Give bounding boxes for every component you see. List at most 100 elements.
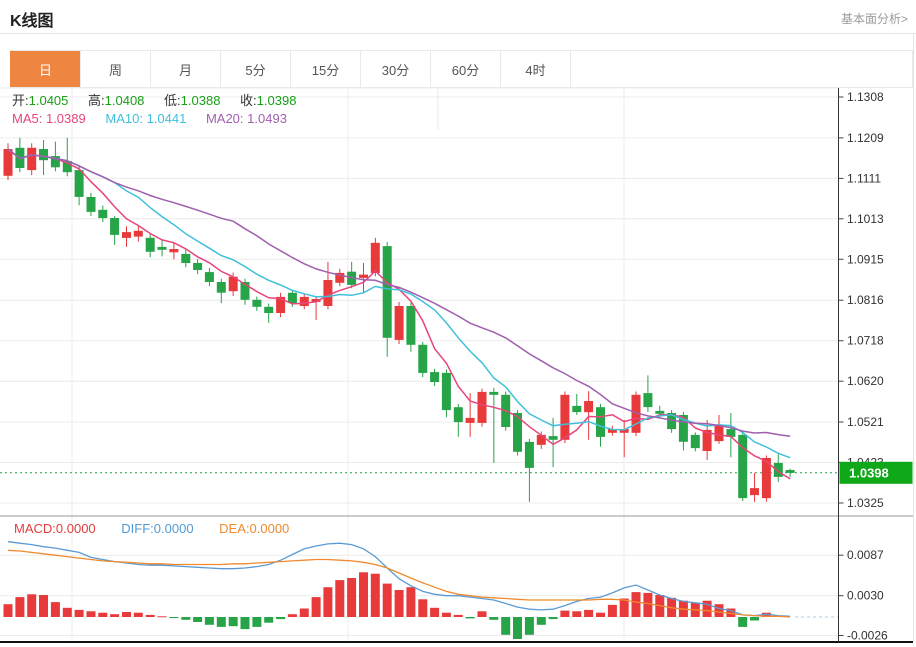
price-axis-label: 1.0718 — [847, 334, 884, 348]
candle-body — [560, 394, 570, 440]
macd-bar — [145, 614, 155, 617]
tab-4hour[interactable]: 4时 — [500, 51, 570, 87]
header: K线图 基本面分析> — [0, 0, 916, 34]
ma20-readout: MA20: 1.0493 — [205, 111, 287, 126]
macd-bar — [607, 604, 617, 617]
macd-axis-label: 0.0087 — [847, 548, 884, 562]
tab-5min[interactable]: 5分 — [220, 51, 290, 87]
macd-bar — [122, 612, 131, 617]
candle-body — [27, 147, 37, 171]
macd-bar — [27, 594, 37, 617]
macd-bar — [323, 587, 333, 617]
price-axis-label: 1.0816 — [847, 293, 884, 307]
low-readout: 低:1.0388 — [164, 93, 221, 108]
tab-30min[interactable]: 30分 — [360, 51, 430, 87]
candle-body — [311, 299, 321, 302]
price-axis-label: 1.1111 — [847, 171, 881, 185]
macd-bar — [370, 573, 380, 617]
macd-bar — [240, 617, 250, 630]
tab-15min[interactable]: 15分 — [290, 51, 360, 87]
candle-body — [430, 372, 440, 382]
candle-body — [477, 391, 487, 423]
macd-bar — [50, 602, 60, 617]
macd-bar — [643, 592, 653, 617]
macd-bar — [204, 617, 214, 625]
dea-value: DEA:0.0000 — [219, 521, 290, 536]
macd-bar — [619, 598, 629, 617]
candle-body — [276, 296, 286, 313]
price-axis-label: 1.0915 — [847, 252, 884, 266]
macd-readout: MACD:0.0000 DIFF:0.0000 DEA:0.0000 — [14, 521, 311, 536]
tab-week[interactable]: 周 — [80, 51, 150, 87]
macd-bar — [548, 617, 558, 620]
macd-bar — [702, 600, 712, 617]
macd-bar — [311, 597, 321, 617]
price-axis-label: 1.0325 — [847, 496, 884, 510]
macd-bar — [441, 612, 451, 617]
candle-body — [133, 230, 143, 237]
candle-body — [465, 417, 475, 423]
fundamental-analysis-link[interactable]: 基本面分析> — [840, 12, 908, 26]
candle-body — [204, 272, 214, 282]
macd-bar — [489, 617, 499, 620]
candle-body — [678, 415, 688, 442]
price-axis-label: 1.1308 — [847, 90, 884, 104]
macd-bar — [133, 612, 143, 617]
tab-month[interactable]: 月 — [150, 51, 220, 87]
candle-body — [607, 429, 617, 433]
candle-body — [264, 306, 274, 313]
macd-bar — [181, 617, 191, 620]
ma10-line — [7, 148, 791, 459]
ma5-readout: MA5: 1.0389 — [12, 111, 86, 126]
candle-body — [240, 282, 250, 300]
close-readout: 收:1.0398 — [240, 93, 297, 108]
tab-60min[interactable]: 60分 — [430, 51, 500, 87]
last-price-badge-label: 1.0398 — [849, 465, 889, 480]
macd-bar — [228, 617, 238, 627]
macd-bar — [15, 597, 25, 617]
candle-body — [98, 209, 108, 219]
macd-bar — [382, 583, 392, 617]
candle-body — [643, 393, 653, 408]
ohlc-row: 开:1.0405 高:1.0408 低:1.0388 收:1.0398 — [12, 92, 312, 110]
candle-body — [145, 237, 155, 252]
macd-bar — [157, 616, 167, 618]
macd-bar — [3, 604, 13, 617]
macd-bar — [193, 617, 203, 622]
macd-bar — [62, 607, 72, 617]
high-readout: 高:1.0408 — [88, 93, 145, 108]
candle-body — [3, 149, 13, 176]
price-axis-label: 1.1013 — [847, 212, 884, 226]
macd-bar — [98, 612, 108, 617]
macd-bar — [714, 604, 724, 617]
tab-day[interactable]: 日 — [10, 51, 80, 87]
candle-body — [157, 246, 167, 250]
candle-body — [584, 401, 594, 413]
candle-body — [406, 306, 416, 345]
macd-axis-label: -0.0026 — [847, 629, 888, 643]
macd-bar — [596, 612, 605, 617]
candle-body — [110, 218, 120, 235]
candle-body — [750, 488, 759, 496]
macd-bar — [252, 617, 262, 627]
candle-body — [690, 434, 700, 449]
macd-bar — [513, 617, 522, 639]
macd-bar — [264, 617, 274, 623]
candle-body — [726, 429, 736, 437]
macd-bar — [584, 609, 594, 617]
dea-line — [7, 549, 791, 618]
price-axis-label: 1.0521 — [847, 415, 884, 429]
candle-body — [86, 197, 96, 212]
candle-body — [441, 372, 451, 411]
candle-body — [74, 170, 84, 197]
page-title: K线图 — [10, 13, 54, 30]
candle-body — [655, 410, 665, 414]
macd-bar — [359, 572, 368, 617]
candle-body — [596, 407, 605, 437]
macd-bar — [477, 611, 487, 617]
candle-body — [252, 299, 262, 307]
macd-bar — [430, 607, 440, 617]
candle-body — [169, 249, 179, 253]
candle-body — [738, 434, 748, 499]
